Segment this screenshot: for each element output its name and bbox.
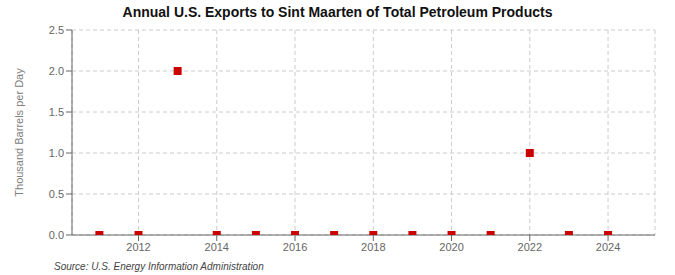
svg-text:1.0: 1.0 — [49, 147, 64, 159]
svg-text:2014: 2014 — [205, 241, 229, 253]
svg-text:2018: 2018 — [361, 241, 385, 253]
svg-text:2022: 2022 — [518, 241, 542, 253]
svg-text:0.0: 0.0 — [49, 229, 64, 241]
html-text:Annual U.S. Exports to Sint Ma: Annual U.S. Exports to Sint Maarten of T… — [122, 4, 553, 20]
html-text:Source: U.S. Energy Informatio: Source: U.S. Energy Information Administ… — [54, 261, 264, 272]
svg-text:2020: 2020 — [439, 241, 463, 253]
svg-text:2.0: 2.0 — [49, 65, 64, 77]
svg-text:2012: 2012 — [126, 241, 150, 253]
svg-text:1.5: 1.5 — [49, 106, 64, 118]
svg-text:2016: 2016 — [283, 241, 307, 253]
svg-text:0.5: 0.5 — [49, 188, 64, 200]
svg-text:Thousand Barrels per Day: Thousand Barrels per Day — [13, 68, 25, 197]
svg-text:2.5: 2.5 — [49, 24, 64, 36]
svg-text:2024: 2024 — [596, 241, 620, 253]
